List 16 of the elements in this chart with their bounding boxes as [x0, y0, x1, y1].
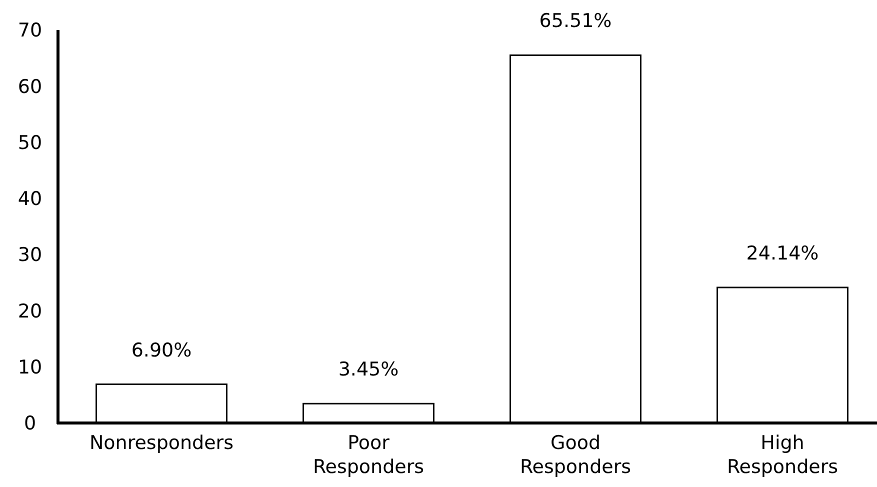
data-label: 6.90% [131, 339, 192, 362]
y-tick-label: 50 [18, 132, 42, 154]
x-tick-label: Poor Responders [312, 432, 424, 478]
x-tick-label: Nonresponders [89, 432, 234, 454]
y-tick-label: 30 [18, 244, 42, 266]
x-tick-label: High Responders [726, 432, 838, 478]
y-tick-label: 10 [18, 356, 42, 379]
x-tick-label: Good Responders [520, 432, 632, 478]
y-tick-label: 60 [18, 76, 42, 98]
y-tick-label: 0 [24, 412, 36, 435]
data-label: 3.45% [338, 358, 399, 381]
y-tick-label: 70 [18, 20, 42, 42]
y-tick-label: 20 [18, 300, 42, 322]
y-tick-label: 40 [18, 188, 42, 210]
data-label: 24.14% [746, 242, 819, 264]
data-label: 65.51% [539, 10, 612, 32]
